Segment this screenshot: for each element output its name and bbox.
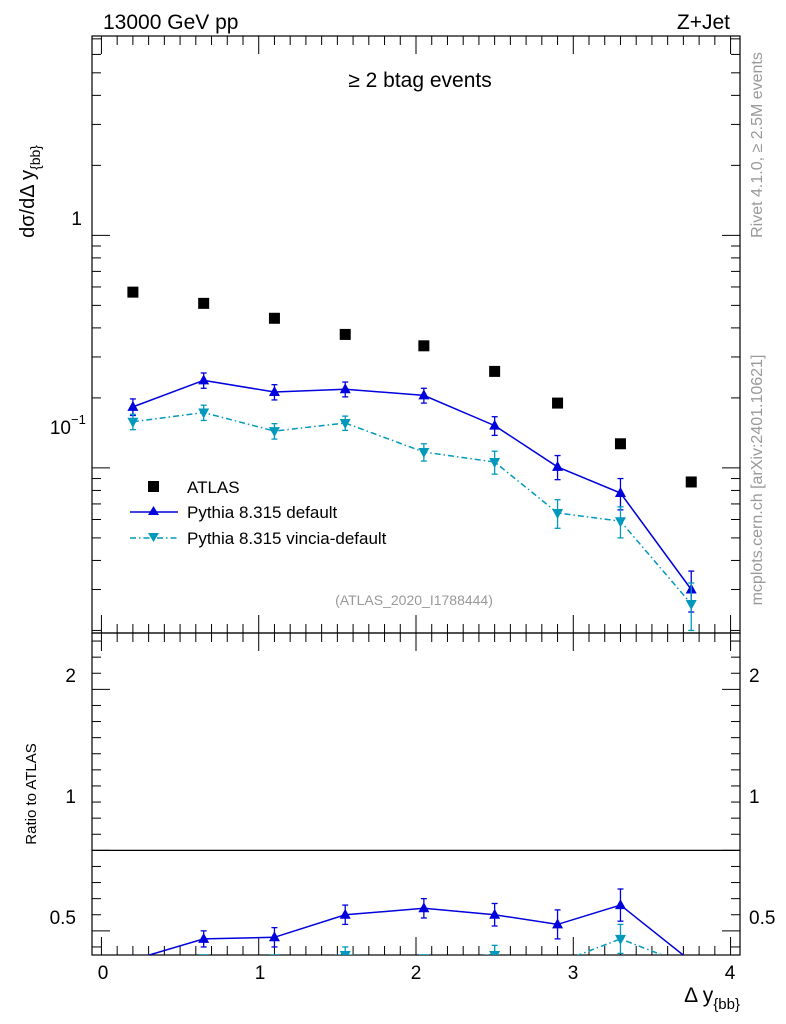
ratio-point-pythia-8-315-default <box>686 955 697 965</box>
main-point-atlas <box>418 340 430 352</box>
mcplots-label: mcplots.cern.ch [arXiv:2401.10621] <box>749 355 766 606</box>
main-point-pythia-8-315-vincia-default <box>418 448 430 459</box>
ratio-point-pythia-8-315-vincia-default <box>489 951 501 955</box>
main-point-pythia-8-315-default <box>127 400 139 411</box>
legend-entry-atlas: ATLAS <box>148 478 240 497</box>
main-point-pythia-8-315-default <box>198 374 210 385</box>
ratio-series-group <box>127 888 697 974</box>
main-x-ticks <box>100 36 732 633</box>
main-point-pythia-8-315-default <box>418 389 430 400</box>
legend-marker-atlas <box>148 481 159 492</box>
x-tick-label-3: 3 <box>568 963 579 984</box>
legend-marker-pythia-vincia <box>148 533 159 542</box>
main-point-pythia-8-315-vincia-default <box>685 599 697 610</box>
main-point-atlas <box>127 286 139 298</box>
main-point-pythia-8-315-vincia-default <box>268 427 280 438</box>
ratio-y-tick-label-2: 2 <box>65 666 76 687</box>
ratio-y-ticks <box>92 640 740 948</box>
ratio-point-pythia-8-315-vincia-default <box>552 959 563 969</box>
legend-entry-pythia-default: Pythia 8.315 default <box>130 503 338 522</box>
process-label: Z+Jet <box>677 11 730 34</box>
main-point-atlas <box>685 476 697 488</box>
ratio-y-tick-label-right-1: 1 <box>749 787 760 808</box>
main-point-pythia-8-315-vincia-default <box>552 508 564 519</box>
ratio-point-pythia-8-315-default <box>132 953 134 955</box>
ratio-point-pythia-8-315-default <box>418 902 430 913</box>
ratio-point-pythia-8-315-default <box>339 908 351 919</box>
main-point-pythia-8-315-default <box>268 386 280 397</box>
rivet-version-label: Rivet 4.1.0, ≥ 2.5M events <box>749 52 766 238</box>
main-point-pythia-8-315-vincia-default <box>127 417 139 428</box>
ratio-point-pythia-8-315-vincia-default <box>339 951 351 955</box>
ratio-point-pythia-8-315-vincia-default <box>614 934 626 945</box>
ratio-point-pythia-8-315-default <box>614 899 626 910</box>
legend-entry-pythia-vincia: Pythia 8.315 vincia-default <box>130 529 387 548</box>
main-y-title-main: dσ/dΔ y <box>17 170 39 238</box>
ratio-point-pythia-8-315-default <box>198 932 210 943</box>
ratio-y-tick-label-right-0p5: 0.5 <box>749 908 775 929</box>
ratio-point-pythia-8-315-default <box>268 931 280 942</box>
ratio-panel: 2 1 0.5 2 1 0.5 Ratio to ATLAS 0 1 2 3 4… <box>23 632 775 1013</box>
ratio-point-pythia-8-315-vincia-default <box>198 954 210 955</box>
main-point-atlas <box>268 312 280 324</box>
main-point-atlas <box>198 297 210 309</box>
main-point-atlas <box>552 397 564 409</box>
main-point-pythia-8-315-default <box>339 383 351 394</box>
ratio-x-ticks <box>100 633 732 955</box>
analysis-watermark: (ATLAS_2020_I1788444) <box>335 592 493 608</box>
main-y-title-sub: {bb} <box>27 145 43 170</box>
x-tick-label-0: 0 <box>98 963 109 984</box>
legend-label-atlas: ATLAS <box>187 478 240 497</box>
legend: ATLAS Pythia 8.315 default Pythia 8.315 … <box>130 478 387 548</box>
main-y-tick-label-exponent: −1 <box>71 412 86 427</box>
ratio-point-pythia-8-315-vincia-default <box>686 962 697 972</box>
main-y-title-text: dσ/dΔ y{bb} <box>17 145 43 238</box>
ratio-point-pythia-8-315-vincia-default <box>127 964 138 974</box>
main-series-group <box>127 286 697 632</box>
ratio-y-tick-label-right-2: 2 <box>749 666 760 687</box>
main-point-pythia-8-315-vincia-default <box>339 418 351 429</box>
x-tick-label-4: 4 <box>725 963 736 984</box>
ratio-point-pythia-8-315-vincia-default <box>268 954 280 955</box>
legend-label-pythia-default: Pythia 8.315 default <box>187 503 338 522</box>
x-axis-title-main: Δ y <box>684 984 714 1007</box>
ratio-y-tick-label-1: 1 <box>65 787 76 808</box>
ratio-point-pythia-8-315-default <box>489 908 501 919</box>
main-point-pythia-8-315-default <box>552 460 564 471</box>
main-point-pythia-8-315-vincia-default <box>614 517 626 528</box>
energy-label: 13000 GeV pp <box>103 11 238 34</box>
ratio-frame <box>91 632 741 956</box>
x-tick-label-1: 1 <box>255 963 266 984</box>
main-point-pythia-8-315-vincia-default <box>489 458 501 469</box>
main-y-minor-ticks <box>92 38 740 631</box>
main-point-pythia-8-315-default <box>489 419 501 430</box>
main-point-atlas <box>614 438 626 450</box>
x-axis-title: Δ y{bb} <box>684 984 740 1013</box>
x-tick-label-2: 2 <box>411 963 422 984</box>
legend-label-pythia-vincia: Pythia 8.315 vincia-default <box>187 529 387 548</box>
main-point-pythia-8-315-default <box>614 486 626 497</box>
main-point-atlas <box>339 328 351 340</box>
main-point-pythia-8-315-vincia-default <box>198 408 210 419</box>
main-panel: ≥ 2 btag events (ATLAS_2020_I1788444) 1 … <box>17 35 741 634</box>
ratio-line-pythia-8-315-default <box>146 904 685 955</box>
ratio-y-tick-label-0p5: 0.5 <box>50 908 76 929</box>
x-axis-title-sub: {bb} <box>713 996 740 1013</box>
main-point-atlas <box>489 365 501 377</box>
plot-title: ≥ 2 btag events <box>348 69 491 92</box>
ratio-point-pythia-8-315-vincia-default <box>418 954 430 955</box>
ratio-point-pythia-8-315-default <box>552 918 564 929</box>
main-y-tick-label-0p1: 10 −1 <box>50 412 86 439</box>
main-y-title: dσ/dΔ y{bb} <box>17 145 43 238</box>
main-y-tick-label-1: 1 <box>71 209 82 230</box>
ratio-y-title: Ratio to ATLAS <box>23 743 40 844</box>
legend-marker-pythia-default <box>148 506 159 515</box>
main-y-tick-label-base: 10 <box>50 418 71 439</box>
